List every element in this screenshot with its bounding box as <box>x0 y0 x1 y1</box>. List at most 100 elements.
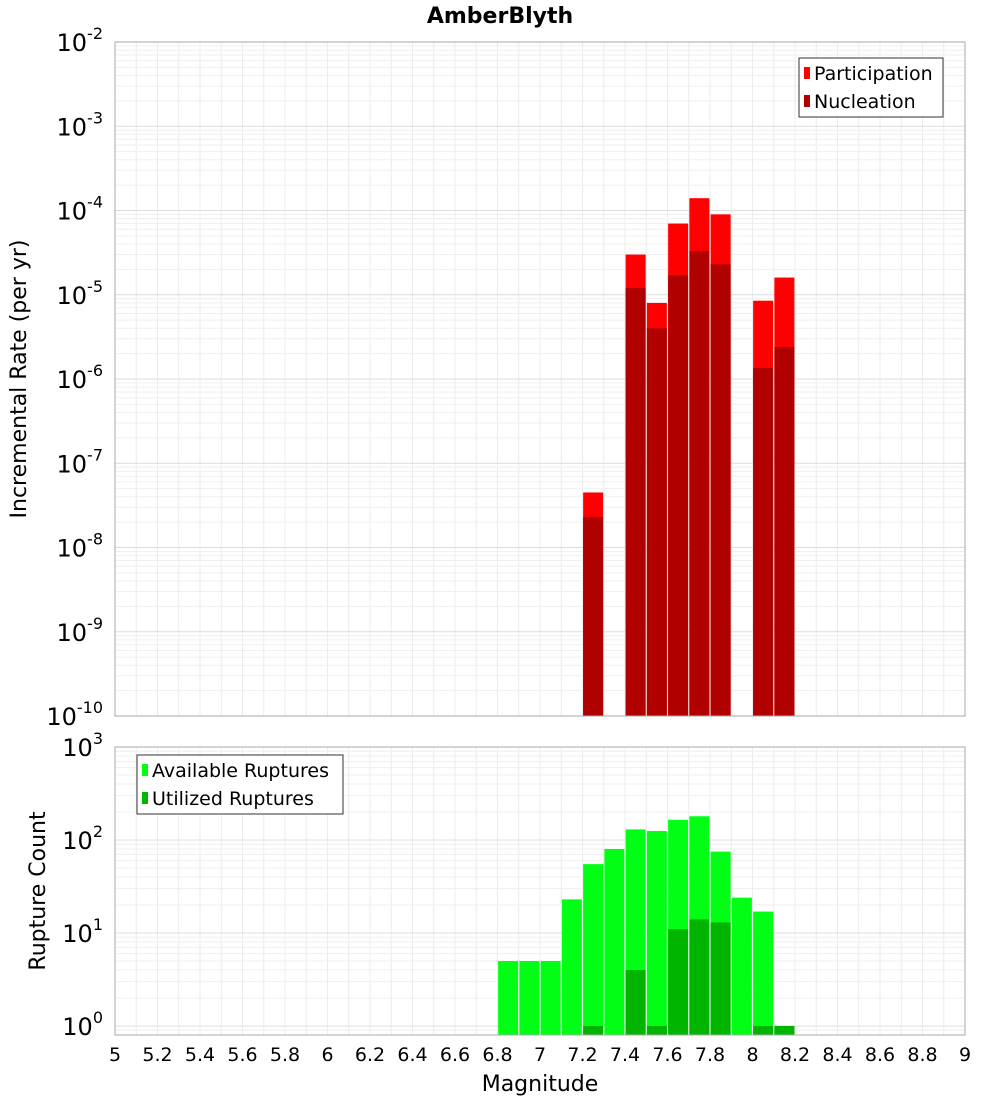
x-tick-label: 7.8 <box>695 1044 725 1066</box>
legend-swatch <box>142 764 148 776</box>
x-tick-label: 8.6 <box>865 1044 895 1066</box>
y-tick-base: 10 <box>46 703 77 731</box>
y-tick-base: 10 <box>57 198 88 226</box>
x-tick-label: 7.4 <box>610 1044 640 1066</box>
legend-label: Participation <box>814 63 933 85</box>
bar-utilized-ruptures <box>753 1025 774 1035</box>
y-tick-label: 10-5 <box>57 277 104 310</box>
plot-border-1 <box>114 746 966 1036</box>
bar-nucleation <box>646 328 667 716</box>
x-tick-label: 5.4 <box>185 1044 215 1066</box>
plot-border-0 <box>114 41 966 717</box>
y-tick-exponent: -4 <box>87 193 103 212</box>
bar-nucleation <box>774 346 795 716</box>
x-tick-label: 6.8 <box>482 1044 512 1066</box>
bar-available-ruptures <box>731 897 752 1035</box>
legend-box <box>798 57 944 118</box>
y-tick-exponent: -6 <box>87 361 103 380</box>
y-tick-exponent: -3 <box>87 108 103 127</box>
legend-swatch <box>804 95 810 107</box>
y-tick-base: 10 <box>62 827 93 855</box>
bar-nucleation <box>753 368 774 716</box>
y-axis-label: Incremental Rate (per yr) <box>7 240 32 519</box>
y-tick-exponent: 2 <box>93 822 103 841</box>
bar-utilized-ruptures <box>774 1025 795 1035</box>
y-tick-base: 10 <box>57 29 88 57</box>
x-tick-label: 5.2 <box>142 1044 172 1066</box>
y-tick-label: 10-2 <box>57 24 104 57</box>
y-tick-base: 10 <box>62 1013 93 1041</box>
y-tick-exponent: -9 <box>87 614 103 633</box>
y-axis-label: Rupture Count <box>26 811 51 971</box>
y-tick-exponent: -8 <box>87 530 103 549</box>
x-tick-label: 8.2 <box>780 1044 810 1066</box>
y-tick-base: 10 <box>57 282 88 310</box>
legend-box <box>136 754 344 815</box>
x-tick-label: 5.6 <box>227 1044 257 1066</box>
y-tick-base: 10 <box>62 734 93 762</box>
x-tick-label: 6 <box>321 1044 333 1066</box>
bar-nucleation <box>625 288 646 716</box>
x-tick-label: 6.6 <box>440 1044 470 1066</box>
y-tick-exponent: -10 <box>77 698 103 717</box>
y-tick-label: 101 <box>62 915 103 948</box>
y-tick-label: 10-10 <box>46 698 103 731</box>
y-tick-base: 10 <box>62 920 93 948</box>
y-tick-base: 10 <box>57 366 88 394</box>
y-tick-exponent: -5 <box>87 277 103 296</box>
y-tick-label: 10-6 <box>57 361 104 394</box>
x-tick-label: 6.2 <box>355 1044 385 1066</box>
y-tick-label: 10-7 <box>57 445 104 478</box>
chart-title: AmberBlyth <box>427 4 573 29</box>
legend-swatch <box>142 792 148 804</box>
y-tick-label: 10-4 <box>57 193 104 226</box>
y-tick-exponent: 0 <box>93 1008 103 1027</box>
y-tick-label: 102 <box>62 822 103 855</box>
y-tick-base: 10 <box>57 619 88 647</box>
x-tick-label: 5.8 <box>270 1044 300 1066</box>
x-tick-label: 9 <box>959 1044 971 1066</box>
bar-available-ruptures <box>540 960 561 1035</box>
y-tick-exponent: 3 <box>93 729 103 748</box>
y-tick-exponent: -2 <box>87 24 103 43</box>
bar-nucleation <box>689 251 710 717</box>
y-tick-exponent: 1 <box>93 915 103 934</box>
y-tick-label: 10-9 <box>57 614 104 647</box>
x-tick-label: 7.2 <box>567 1044 597 1066</box>
bar-utilized-ruptures <box>646 1025 667 1035</box>
bar-available-ruptures <box>753 911 774 1035</box>
x-tick-label: 7 <box>534 1044 546 1066</box>
bar-utilized-ruptures <box>710 922 731 1035</box>
y-tick-label: 100 <box>62 1008 103 1041</box>
y-tick-base: 10 <box>57 535 88 563</box>
y-tick-base: 10 <box>57 450 88 478</box>
bar-available-ruptures <box>498 960 519 1035</box>
bar-utilized-ruptures <box>625 969 646 1035</box>
bar-utilized-ruptures <box>689 919 710 1035</box>
legend-label: Nucleation <box>814 91 916 113</box>
x-tick-label: 5 <box>109 1044 121 1066</box>
bar-utilized-ruptures <box>668 929 689 1035</box>
x-tick-label: 8.4 <box>822 1044 852 1066</box>
bar-available-ruptures <box>561 899 582 1035</box>
y-tick-base: 10 <box>57 113 88 141</box>
x-tick-label: 8.8 <box>907 1044 937 1066</box>
bar-available-ruptures <box>646 830 667 1035</box>
legend-swatch <box>804 67 810 79</box>
y-tick-label: 103 <box>62 729 103 762</box>
x-axis-label: Magnitude <box>482 1072 599 1097</box>
bar-available-ruptures <box>519 960 540 1035</box>
y-tick-label: 10-8 <box>57 530 104 563</box>
legend-label: Utilized Ruptures <box>152 788 314 810</box>
x-tick-label: 7.6 <box>652 1044 682 1066</box>
x-tick-label: 8 <box>746 1044 758 1066</box>
bar-nucleation <box>668 275 689 716</box>
y-tick-label: 10-3 <box>57 108 104 141</box>
bar-available-ruptures <box>583 864 604 1035</box>
bar-available-ruptures <box>604 849 625 1035</box>
bar-nucleation <box>710 264 731 716</box>
bar-nucleation <box>583 517 604 716</box>
legend-label: Available Ruptures <box>152 760 329 782</box>
